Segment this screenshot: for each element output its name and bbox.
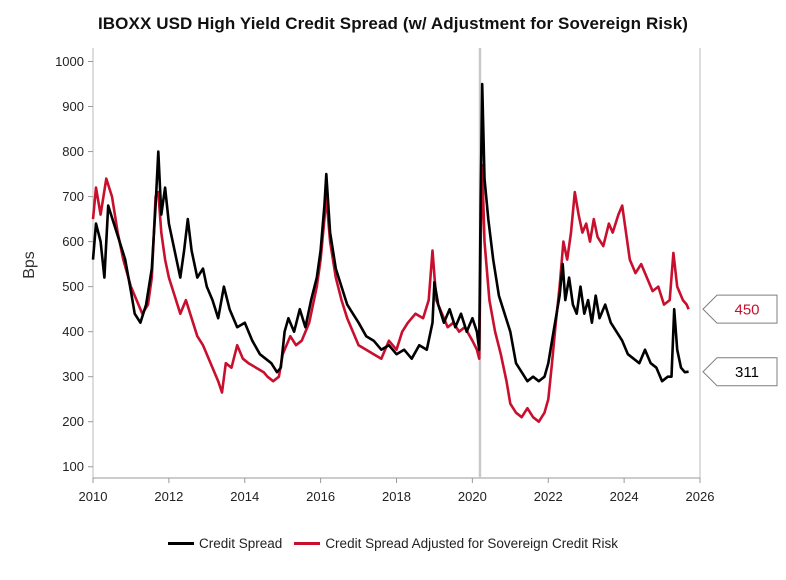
y-tick-label: 1000	[55, 54, 84, 69]
legend-label-credit-spread: Credit Spread	[199, 536, 283, 551]
x-tick-label: 2012	[154, 489, 183, 504]
y-tick-label: 900	[62, 99, 84, 114]
y-tick-label: 500	[62, 279, 84, 294]
y-tick-label: 400	[62, 324, 84, 339]
callout-box	[702, 294, 778, 324]
x-tick-label: 2018	[382, 489, 411, 504]
x-tick-label: 2024	[610, 489, 639, 504]
x-tick-label: 2016	[306, 489, 335, 504]
legend-swatch-adjusted-spread	[294, 542, 321, 545]
series-line-adjusted-spread	[91, 163, 690, 423]
legend-swatch-credit-spread	[168, 542, 195, 545]
y-tick-label: 700	[62, 189, 84, 204]
value-callouts: 450 311	[702, 294, 778, 387]
legend-label-adjusted-spread: Credit Spread Adjusted for Sovereign Cre…	[325, 536, 618, 551]
legend: Credit Spread Credit Spread Adjusted for…	[0, 536, 786, 551]
chart-title: IBOXX USD High Yield Credit Spread (w/ A…	[97, 14, 689, 33]
y-tick-label: 800	[62, 144, 84, 159]
callout-value: 311	[735, 364, 759, 381]
y-tick-label: 300	[62, 369, 84, 384]
y-tick-label: 200	[62, 414, 84, 429]
y-tick-label: 600	[62, 234, 84, 249]
legend-item-adjusted-spread: Credit Spread Adjusted for Sovereign Cre…	[294, 536, 618, 551]
x-tick-label: 2010	[79, 489, 108, 504]
callout-box	[702, 357, 778, 387]
x-tick-label: 2020	[458, 489, 487, 504]
y-tick-label: 100	[62, 459, 84, 474]
series-layer	[91, 82, 690, 423]
y-axis-label: Bps	[21, 251, 38, 279]
plot-frame	[92, 48, 701, 479]
callout-value: 450	[734, 302, 759, 319]
axis-ticks: 100 200 300 400 500 600 700 800 900 1000 2010 2012 2…	[55, 54, 714, 504]
series-line-credit-spread	[91, 82, 689, 383]
x-tick-label: 2026	[686, 489, 715, 504]
x-tick-label: 2022	[534, 489, 563, 504]
legend-item-credit-spread: Credit Spread	[168, 536, 282, 551]
x-tick-label: 2014	[230, 489, 259, 504]
